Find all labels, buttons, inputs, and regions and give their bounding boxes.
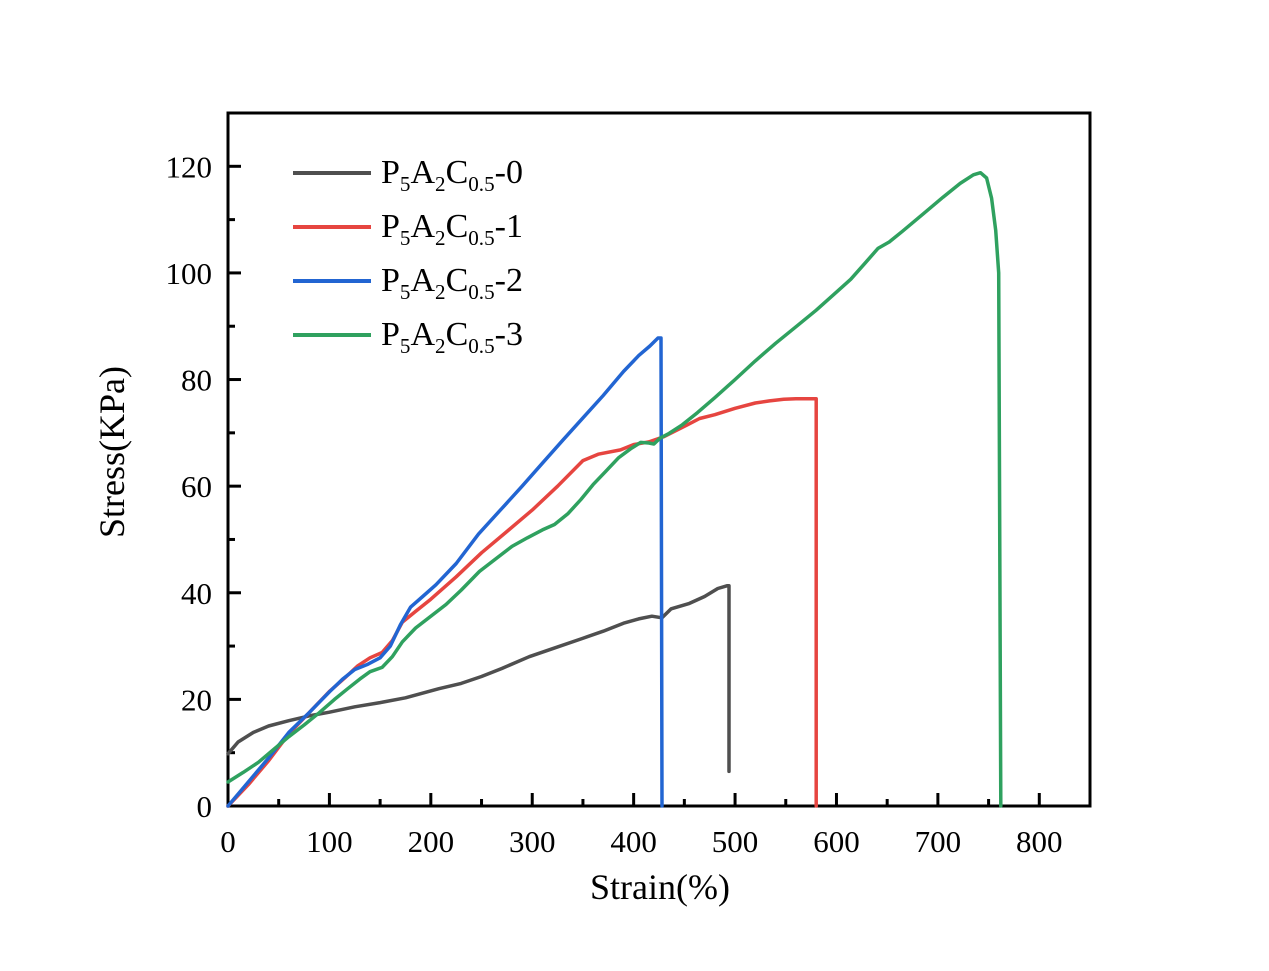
legend: P5A2C0.5-0 P5A2C0.5-1 P5A2C0.5-2 P5A2C0.5-3: [293, 146, 523, 362]
legend-line-swatch: [293, 171, 371, 175]
y-axis-title: Stress(KPa): [92, 366, 132, 538]
x-axis-title: Strain(%): [590, 867, 730, 907]
x-tick-label: 100: [306, 824, 353, 859]
plot-frame: [226, 111, 1092, 808]
legend-item-P5A2C0.5-2: P5A2C0.5-2: [293, 254, 523, 308]
x-tick-label: 400: [610, 824, 657, 859]
y-tick-label: 80: [181, 363, 212, 398]
series-line-P5A2C0.5-3: [226, 170, 1003, 808]
legend-item-P5A2C0.5-1: P5A2C0.5-1: [293, 200, 523, 254]
y-tick-label: 120: [166, 149, 213, 184]
legend-line-swatch: [293, 225, 371, 229]
legend-line-swatch: [293, 333, 371, 337]
legend-label: P5A2C0.5-3: [381, 316, 523, 358]
x-tick-label: 600: [813, 824, 860, 859]
x-tick-label: 300: [509, 824, 556, 859]
legend-label: P5A2C0.5-0: [381, 154, 523, 196]
series-line-P5A2C0.5-0: [226, 584, 731, 774]
legend-line-swatch: [293, 279, 371, 283]
legend-label: P5A2C0.5-2: [381, 262, 523, 304]
y-tick-label: 0: [197, 789, 213, 824]
series-line-P5A2C0.5-2: [226, 336, 664, 808]
x-tick-label: 800: [1016, 824, 1063, 859]
legend-item-P5A2C0.5-0: P5A2C0.5-0: [293, 146, 523, 200]
x-tick-label: 700: [915, 824, 962, 859]
legend-label: P5A2C0.5-1: [381, 208, 523, 250]
x-tick-label: 0: [220, 824, 236, 859]
legend-item-P5A2C0.5-3: P5A2C0.5-3: [293, 308, 523, 362]
y-tick-label: 100: [166, 256, 213, 291]
x-tick-label: 200: [408, 824, 455, 859]
y-tick-label: 40: [181, 576, 212, 611]
y-tick-label: 20: [181, 682, 212, 717]
x-tick-label: 500: [712, 824, 759, 859]
y-tick-label: 60: [181, 469, 212, 504]
